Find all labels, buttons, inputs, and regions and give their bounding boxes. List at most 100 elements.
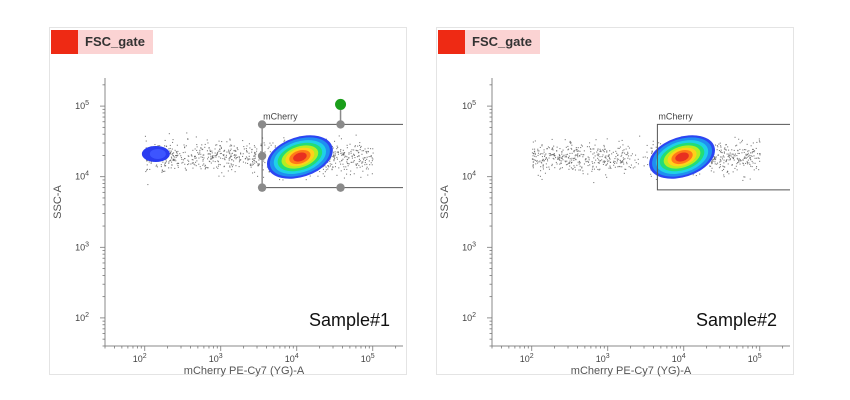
event-dot <box>621 139 623 141</box>
gate-tab[interactable]: FSC_gate <box>51 29 153 55</box>
event-dot <box>208 160 210 162</box>
event-dot <box>545 157 547 159</box>
event-dot <box>553 153 555 155</box>
event-dot <box>747 152 749 154</box>
event-dot <box>568 162 570 164</box>
event-dot <box>720 151 722 153</box>
gate-handle[interactable] <box>257 120 267 129</box>
event-dot <box>733 154 735 156</box>
event-dot <box>660 143 662 145</box>
event-dot <box>735 145 737 147</box>
event-dot <box>222 154 224 156</box>
event-dot <box>173 160 175 162</box>
rotate-handle[interactable] <box>335 98 347 110</box>
event-dot <box>178 162 180 164</box>
mcherry-gate[interactable]: mCherry <box>257 98 403 192</box>
event-dot <box>630 167 632 169</box>
event-dot <box>166 145 168 147</box>
event-dot <box>710 165 712 167</box>
event-dot <box>279 179 281 181</box>
event-dot <box>551 165 553 167</box>
event-dot <box>254 155 256 157</box>
event-dot <box>370 162 372 164</box>
event-dot <box>155 165 157 167</box>
event-dot <box>257 175 259 177</box>
event-dot <box>191 154 193 156</box>
event-dot <box>651 147 653 149</box>
event-dot <box>602 161 604 163</box>
event-dot <box>651 150 653 152</box>
event-dot <box>255 161 257 163</box>
event-dot <box>585 158 587 160</box>
dot-plot[interactable]: 102 103 104 105 102 103 104 105 mCherry PE-Cy7 (… <box>50 28 408 377</box>
event-dot <box>343 177 345 179</box>
event-dot <box>632 167 634 169</box>
event-dot <box>188 163 190 165</box>
event-dot <box>370 148 372 150</box>
event-dot <box>592 153 594 155</box>
event-dot <box>204 165 206 167</box>
gate-handle[interactable] <box>336 183 345 192</box>
event-dot <box>338 167 340 169</box>
event-dot <box>192 159 194 161</box>
event-dot <box>602 154 604 156</box>
event-dot <box>182 161 184 163</box>
event-dot <box>606 159 608 161</box>
event-dot <box>756 157 758 159</box>
event-dot <box>718 143 720 145</box>
event-dot <box>720 145 722 147</box>
event-dot <box>628 155 630 157</box>
gate-handle[interactable] <box>336 120 345 129</box>
event-dot <box>355 164 357 166</box>
event-dot <box>754 150 756 152</box>
event-dot <box>567 145 569 147</box>
event-dot <box>746 156 748 158</box>
event-dot <box>240 153 242 155</box>
event-dot <box>542 165 544 167</box>
event-dot <box>346 168 348 170</box>
event-dot <box>246 151 248 153</box>
event-dot <box>550 154 552 156</box>
event-dot <box>156 166 158 168</box>
event-dot <box>610 167 612 169</box>
event-dot <box>630 164 632 166</box>
event-dot <box>194 156 196 158</box>
event-dot <box>169 153 171 155</box>
gate-handle[interactable] <box>257 183 267 192</box>
event-dot <box>551 138 553 140</box>
event-dot <box>180 155 182 157</box>
event-dot <box>551 148 553 150</box>
event-dot <box>242 140 244 142</box>
event-dot <box>173 152 175 154</box>
dot-plot[interactable]: 102 103 104 105 102 103 104 105 mCherry PE-Cy7 (… <box>437 28 795 377</box>
event-dot <box>749 156 751 158</box>
mcherry-gate[interactable]: mCherry <box>656 111 790 191</box>
event-dot <box>614 166 616 168</box>
event-dot <box>371 173 373 175</box>
gate-outline[interactable] <box>656 123 790 191</box>
event-dot <box>146 160 148 162</box>
event-dot <box>745 157 747 159</box>
event-dot <box>343 152 345 154</box>
event-dot <box>575 148 577 150</box>
event-dot <box>560 160 562 162</box>
event-dot <box>327 165 329 167</box>
event-dot <box>581 167 583 169</box>
event-dot <box>256 148 258 150</box>
event-dot <box>551 147 553 149</box>
event-dot <box>325 169 327 171</box>
event-dot <box>603 161 605 163</box>
event-dot <box>549 155 551 157</box>
event-dot <box>604 160 606 162</box>
event-dot <box>728 153 730 155</box>
event-dot <box>579 165 581 167</box>
event-dot <box>195 161 197 163</box>
gate-tab[interactable]: FSC_gate <box>438 29 540 55</box>
event-dot <box>535 156 537 158</box>
event-dot <box>725 161 727 163</box>
event-dot <box>650 175 652 177</box>
gate-handle[interactable] <box>257 151 267 161</box>
event-dot <box>346 161 348 163</box>
event-dot <box>211 156 213 158</box>
event-dot <box>578 163 580 165</box>
